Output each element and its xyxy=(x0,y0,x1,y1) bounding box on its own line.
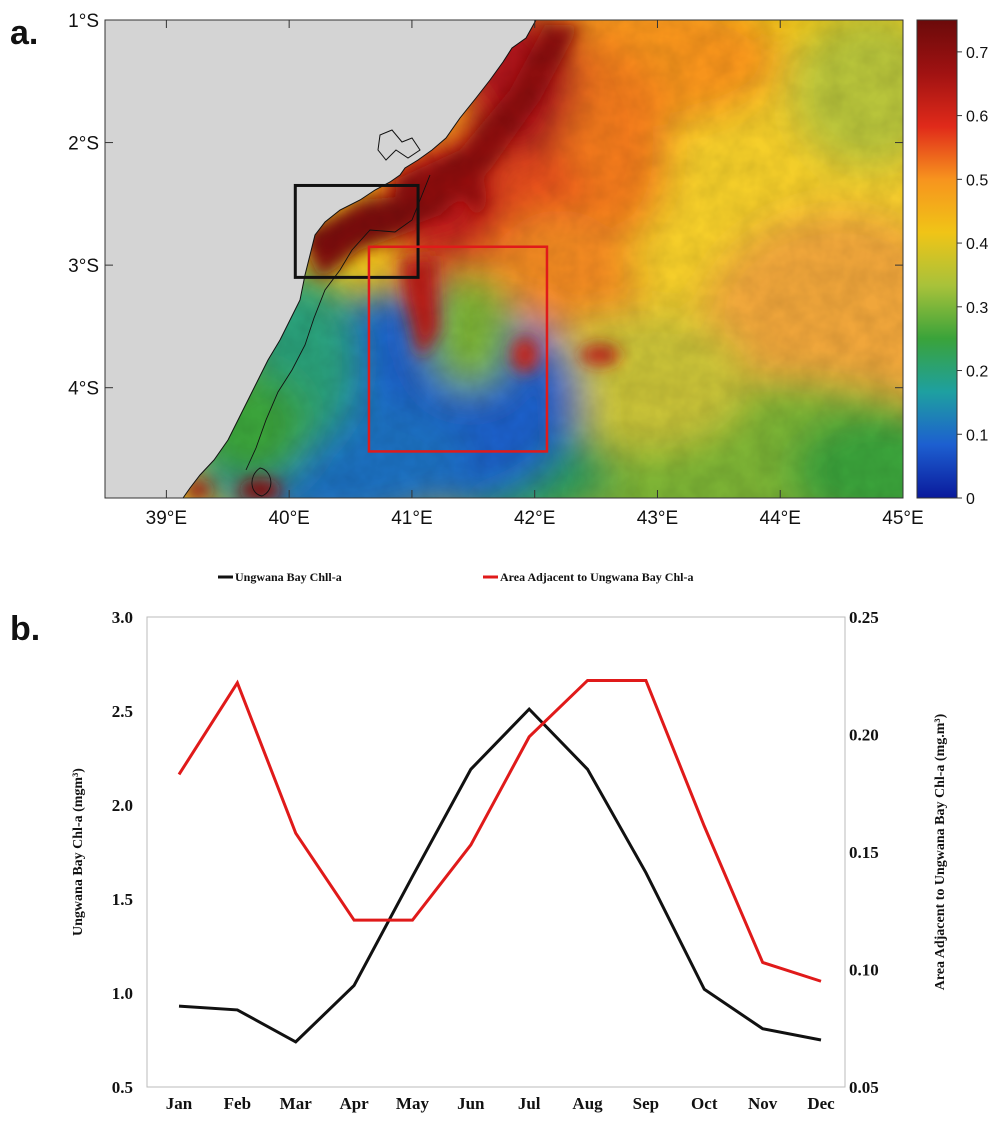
map-y-tick-label: 2°S xyxy=(68,134,99,155)
left-tick-label: 1.0 xyxy=(112,984,133,1003)
colorbar-tick-label: 0 xyxy=(966,491,975,508)
legend-label-ungwana: Ungwana Bay Chll-a xyxy=(235,570,342,584)
colorbar-tick-label: 0.6 xyxy=(966,109,988,126)
x-tick-label: Feb xyxy=(224,1094,251,1113)
series-line-adjacent xyxy=(179,680,821,981)
chart-legend: Ungwana Bay Chll-a Area Adjacent to Ungw… xyxy=(218,570,693,584)
right-axis-label: Area Adjacent to Ungwana Bay Chl-a (mg.m… xyxy=(933,713,948,990)
colorbar-tick-label: 0.1 xyxy=(966,427,988,444)
left-tick-label: 2.0 xyxy=(112,796,133,815)
left-axis-label: Ungwana Bay Chl-a (mgm³) xyxy=(71,768,86,936)
x-tick-label: May xyxy=(396,1094,430,1113)
x-tick-label: Nov xyxy=(748,1094,778,1113)
map-y-tick-label: 3°S xyxy=(68,256,99,277)
right-tick-label: 0.15 xyxy=(849,843,879,862)
map-x-tick-label: 41°E xyxy=(391,508,432,529)
map-y-tick-label: 1°S xyxy=(68,11,99,32)
left-tick-label: 0.5 xyxy=(112,1078,133,1097)
map-x-tick-label: 44°E xyxy=(760,508,801,529)
map-x-tick-label: 43°E xyxy=(637,508,678,529)
legend-label-adjacent: Area Adjacent to Ungwana Bay Chl-a xyxy=(500,570,693,584)
right-tick-label: 0.20 xyxy=(849,726,879,745)
colorbar-tick-label: 0.4 xyxy=(966,236,988,253)
line-chart: Ungwana Bay Chll-a Area Adjacent to Ungw… xyxy=(71,570,948,1113)
colorbar xyxy=(917,20,957,498)
x-tick-label: Jul xyxy=(518,1094,541,1113)
left-tick-label: 2.5 xyxy=(112,702,133,721)
x-tick-label: Aug xyxy=(572,1094,603,1113)
x-tick-label: Apr xyxy=(339,1094,369,1113)
map-x-tick-label: 39°E xyxy=(146,508,187,529)
x-tick-label: Oct xyxy=(691,1094,718,1113)
colorbar-tick-label: 0.5 xyxy=(966,172,988,189)
left-tick-label: 3.0 xyxy=(112,608,133,627)
line-chart-axes: Jan Feb Mar Apr May Jun Jul Aug Sep Oct Nov Dec 0.5 1… xyxy=(112,608,879,1113)
chl-map: 39°E 40°E 41°E 42°E 43°E 44°E 45°E 1°S 2°S 3°S 4°S… xyxy=(68,0,990,560)
map-x-tick-label: 42°E xyxy=(514,508,555,529)
right-tick-label: 0.25 xyxy=(849,608,879,627)
line-series xyxy=(179,680,821,1041)
x-tick-label: Dec xyxy=(807,1094,835,1113)
colorbar-tick-label: 0.3 xyxy=(966,300,988,317)
colorbar-tick-label: 0.7 xyxy=(966,45,988,62)
right-tick-label: 0.10 xyxy=(849,961,879,980)
colorbar-tick-label: 0.2 xyxy=(966,364,988,381)
x-tick-label: Jan xyxy=(166,1094,193,1113)
map-x-tick-label: 40°E xyxy=(268,508,309,529)
x-tick-label: Jun xyxy=(457,1094,485,1113)
map-y-tick-label: 4°S xyxy=(68,379,99,400)
map-x-tick-label: 45°E xyxy=(882,508,923,529)
x-tick-label: Mar xyxy=(280,1094,313,1113)
colorbar-ticks: 0 0.1 0.2 0.3 0.4 0.5 0.6 0.7 xyxy=(957,45,988,508)
right-tick-label: 0.05 xyxy=(849,1078,879,1097)
left-tick-label: 1.5 xyxy=(112,890,133,909)
x-tick-label: Sep xyxy=(633,1094,659,1113)
